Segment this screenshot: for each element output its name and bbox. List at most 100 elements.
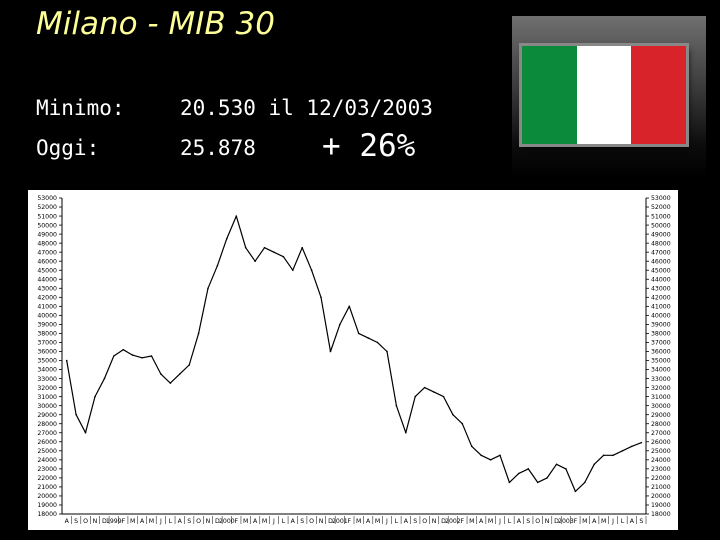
data-point	[84, 431, 87, 434]
data-point	[527, 468, 530, 470]
x-tick-label: O	[196, 518, 201, 525]
x-tick-label: L	[621, 518, 625, 525]
data-point	[583, 481, 586, 484]
data-point	[103, 377, 106, 380]
x-tick-label: O	[309, 518, 314, 525]
data-point	[122, 348, 125, 351]
y-tick-label-right: 30000	[651, 403, 671, 410]
x-tick-label: O	[535, 518, 540, 525]
x-tick-label: M	[582, 518, 587, 525]
x-tick-label: N	[93, 518, 98, 525]
x-tick-label: M	[149, 518, 154, 525]
y-tick-label-left: 34000	[37, 367, 57, 374]
y-tick-label-right: 37000	[651, 340, 671, 347]
x-tick-label: D	[554, 518, 559, 525]
x-tick-label: L	[169, 518, 173, 525]
y-tick-label-left: 45000	[37, 267, 57, 274]
x-tick-label: F	[121, 518, 125, 525]
y-tick-label-right: 29000	[651, 412, 671, 419]
x-tick-label: J	[498, 518, 501, 525]
data-point	[357, 332, 360, 335]
index-price-line	[66, 215, 642, 492]
y-tick-label-right: 48000	[651, 240, 671, 247]
y-tick-label-right: 31000	[651, 394, 671, 401]
data-point	[480, 454, 482, 457]
mib30-chart: 53000 53000 52000 52000 51000 51000 50000 50000…	[28, 190, 678, 530]
data-point	[131, 354, 134, 356]
y-tick-label-right: 24000	[651, 457, 671, 464]
y-tick-label-left: 24000	[37, 457, 57, 464]
x-tick-label: J	[611, 518, 614, 525]
y-tick-label-left: 42000	[37, 295, 57, 302]
x-tick-label: O	[422, 518, 427, 525]
y-tick-label-left: 21000	[37, 484, 57, 491]
data-point	[150, 355, 153, 357]
x-tick-label: J	[272, 518, 275, 525]
data-point	[452, 413, 454, 416]
y-tick-label-right: 51000	[651, 213, 671, 220]
data-point	[499, 454, 501, 457]
data-point	[386, 350, 388, 353]
y-tick-label-left: 31000	[37, 394, 57, 401]
minimum-value: 20.530 il 12/03/2003	[180, 96, 433, 120]
y-tick-label-right: 34000	[651, 367, 671, 374]
y-tick-label-left: 22000	[37, 475, 57, 482]
data-point	[405, 431, 407, 434]
y-tick-label-right: 39000	[651, 322, 671, 329]
x-tick-label: A	[291, 518, 296, 525]
y-tick-label-left: 52000	[37, 204, 57, 211]
y-tick-label-left: 37000	[37, 340, 57, 347]
y-tick-label-left: 50000	[37, 222, 57, 229]
x-tick-label: N	[432, 518, 437, 525]
y-tick-label-right: 27000	[651, 430, 671, 437]
x-tick-label: O	[83, 518, 88, 525]
x-tick-label: D	[441, 518, 446, 525]
x-tick-label: S	[413, 518, 417, 525]
data-point	[395, 404, 398, 407]
x-tick-label: M	[243, 518, 248, 525]
y-tick-label-left: 20000	[37, 493, 57, 500]
y-tick-label-left: 25000	[37, 448, 57, 455]
y-tick-label-right: 20000	[651, 493, 671, 500]
data-point	[94, 395, 96, 398]
x-tick-label: A	[630, 518, 635, 525]
today-value: 25.878	[180, 136, 256, 160]
italian-flag-icon	[522, 46, 687, 144]
data-point	[593, 463, 595, 466]
x-tick-label: A	[65, 518, 70, 525]
data-point	[489, 459, 492, 461]
x-tick-label: S	[74, 518, 78, 525]
y-tick-label-left: 33000	[37, 376, 57, 383]
x-tick-label: F	[234, 518, 238, 525]
x-tick-label: M	[356, 518, 361, 525]
y-tick-label-left: 27000	[37, 430, 57, 437]
y-tick-label-left: 36000	[37, 349, 57, 356]
data-point	[602, 454, 605, 457]
y-tick-label-right: 40000	[651, 313, 671, 320]
y-tick-label-right: 45000	[651, 267, 671, 274]
data-point	[75, 413, 77, 416]
x-tick-label: M	[375, 518, 380, 525]
y-tick-label-right: 28000	[651, 421, 671, 428]
x-tick-label: S	[639, 518, 643, 525]
x-tick-label: F	[461, 518, 465, 525]
data-point	[470, 445, 473, 448]
data-point	[612, 454, 614, 457]
x-tick-label: N	[319, 518, 324, 525]
x-tick-label: M	[469, 518, 474, 525]
y-tick-label-right: 38000	[651, 331, 671, 338]
x-tick-label: A	[178, 518, 183, 525]
x-tick-label: A	[592, 518, 597, 525]
y-tick-label-right: 21000	[651, 484, 671, 491]
y-tick-label-right: 18000	[651, 511, 671, 518]
data-point	[348, 305, 351, 308]
x-tick-label: M	[262, 518, 267, 525]
page-title: Milano - MIB 30	[36, 6, 275, 42]
y-tick-label-left: 41000	[37, 304, 57, 311]
y-tick-label-left: 43000	[37, 285, 57, 292]
x-tick-label: N	[206, 518, 211, 525]
x-tick-label: S	[187, 518, 191, 525]
flag-white-band	[576, 46, 632, 144]
y-tick-label-right: 23000	[651, 466, 671, 473]
data-point	[310, 269, 313, 272]
